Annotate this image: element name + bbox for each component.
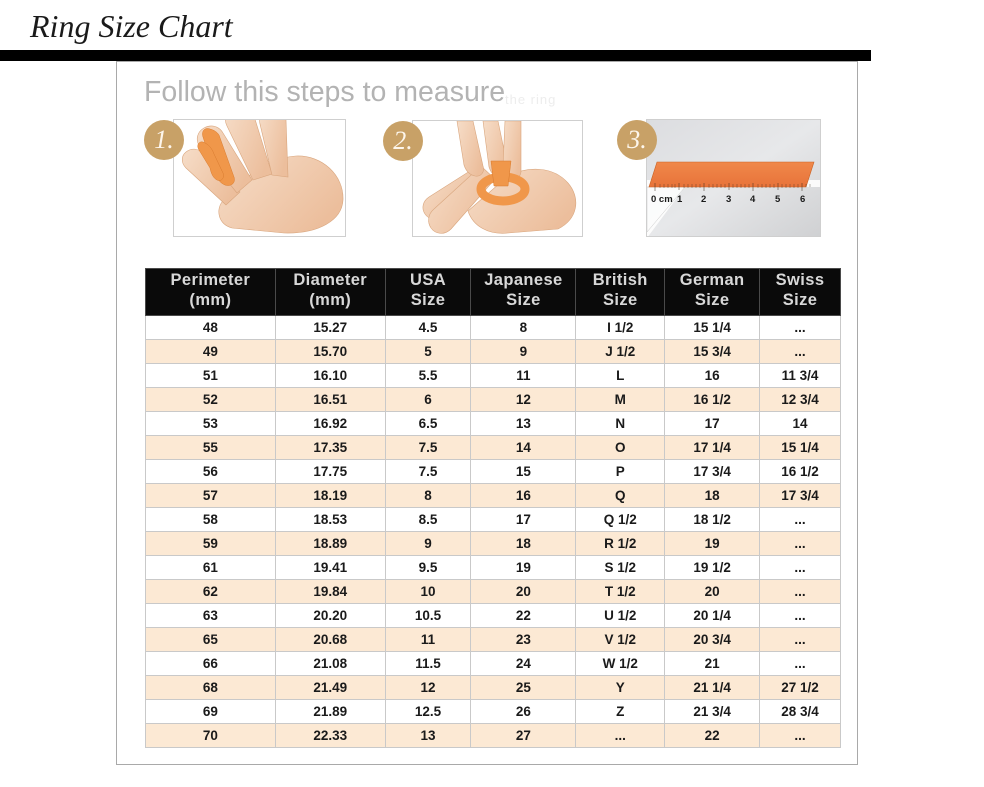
svg-text:1: 1 bbox=[677, 194, 683, 205]
svg-text:0 cm: 0 cm bbox=[651, 194, 673, 205]
svg-text:5: 5 bbox=[775, 194, 781, 205]
svg-text:4: 4 bbox=[750, 194, 756, 205]
svg-text:3: 3 bbox=[726, 194, 731, 205]
svg-text:2: 2 bbox=[701, 194, 706, 205]
svg-text:6: 6 bbox=[800, 194, 805, 205]
